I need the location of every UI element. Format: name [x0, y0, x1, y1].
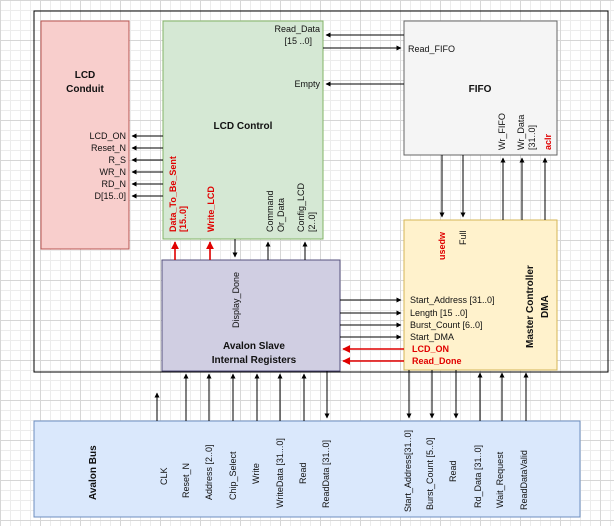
- read-data-label-2: [15 ..0]: [284, 36, 312, 46]
- lcd-control-block[interactable]: LCD Control Read_Data [15 ..0] Empty Dat…: [162, 20, 324, 240]
- bus-signal-rd-data: Rd_Data [31..0]: [473, 445, 483, 508]
- command-label-1: Command: [265, 190, 275, 232]
- conduit-pin-wr-n: WR_N: [100, 167, 127, 177]
- data-to-be-sent-label-2: [15..0]: [178, 206, 188, 232]
- wr-data-label-1: Wr_Data: [516, 115, 526, 150]
- wr-data-label-2: [31..0]: [527, 125, 537, 150]
- bus-signal-chip-select: Chip_Select: [228, 451, 238, 500]
- avalon-slave-title-2: Internal Registers: [212, 355, 297, 366]
- bus-signal-read-master: Read: [448, 460, 458, 482]
- aclr-label: aclr: [543, 133, 553, 150]
- lcd-on-port: LCD_ON: [412, 344, 449, 354]
- bus-signal-start-address: Start_Address[31..0]: [403, 430, 413, 512]
- length-port: Length [15 ..0]: [410, 308, 468, 318]
- bus-signal-clk: CLK: [159, 467, 169, 485]
- master-controller-block[interactable]: Master Controller DMA usedw Full Start_A…: [403, 219, 558, 371]
- bus-signal-wait-request: Wait_Request: [495, 451, 505, 508]
- avalon-bus-block[interactable]: Avalon Bus CLK Reset_N Address [2..0] Ch…: [33, 420, 581, 518]
- lcd-conduit-block[interactable]: LCD Conduit LCD_ON Reset_N R_S WR_N RD_N…: [40, 20, 130, 250]
- fifo-block[interactable]: FIFO Read_FIFO Wr_FIFO Wr_Data [31..0] a…: [403, 20, 558, 156]
- full-label: Full: [458, 230, 468, 245]
- wr-fifo-label: Wr_FIFO: [497, 113, 507, 150]
- start-dma-port: Start_DMA: [410, 332, 454, 342]
- connections: [131, 32, 548, 421]
- master-controller-title-1: Master Controller: [525, 265, 536, 348]
- bus-signal-burst-count: Burst_Count [5..0]: [425, 437, 435, 510]
- bus-signal-reset-n: Reset_N: [181, 463, 191, 498]
- conduit-pin-lcd-on: LCD_ON: [89, 131, 126, 141]
- data-to-be-sent-label-1: Data_To_Be_Sent: [168, 156, 178, 232]
- read-data-label-1: Read_Data: [274, 24, 320, 34]
- read-done-port: Read_Done: [412, 356, 462, 366]
- empty-label: Empty: [294, 79, 320, 89]
- bus-signal-address: Address [2..0]: [204, 444, 214, 500]
- bus-signal-readdata: ReadData [31..0]: [321, 440, 331, 508]
- conduit-pin-r-s: R_S: [108, 155, 126, 165]
- avalon-bus-title: Avalon Bus: [88, 445, 99, 500]
- burst-count-port: Burst_Count [6..0]: [410, 320, 483, 330]
- bus-signal-write: Write: [251, 463, 261, 484]
- bus-signal-readdatavalid: ReadDataValid: [519, 450, 529, 510]
- avalon-slave-block[interactable]: Display_Done Avalon Slave Internal Regis…: [161, 259, 341, 372]
- system-boundary: [33, 10, 609, 373]
- lcd-conduit-title-2: Conduit: [66, 84, 104, 95]
- fifo-title: FIFO: [469, 84, 492, 95]
- conduit-pin-d: D[15..0]: [94, 191, 126, 201]
- avalon-slave-title-1: Avalon Slave: [223, 341, 285, 352]
- conduit-pin-reset-n: Reset_N: [91, 143, 126, 153]
- master-controller-title-2: DMA: [540, 295, 551, 318]
- conduit-pin-rd-n: RD_N: [101, 179, 126, 189]
- lcd-conduit-title-1: LCD: [75, 70, 96, 81]
- display-done-label: Display_Done: [231, 272, 241, 328]
- command-label-2: Or_Data: [276, 198, 286, 232]
- start-address-port: Start_Address [31..0]: [410, 295, 495, 305]
- read-fifo-label: Read_FIFO: [408, 44, 455, 54]
- lcd-control-title: LCD Control: [214, 121, 273, 132]
- bus-signal-read: Read: [298, 462, 308, 484]
- config-lcd-label-2: [2..0]: [307, 212, 317, 232]
- bus-signal-writedata: WriteData [31...0]: [275, 438, 285, 508]
- config-lcd-label-1: Config_LCD: [296, 182, 306, 232]
- write-lcd-label: Write_LCD: [206, 186, 216, 232]
- usedw-label: usedw: [437, 231, 447, 260]
